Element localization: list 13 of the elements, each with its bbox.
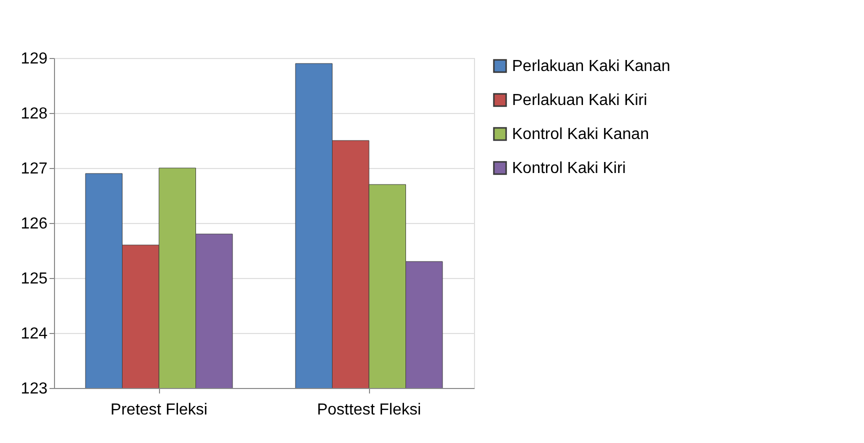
legend-label: Kontrol Kaki Kiri bbox=[512, 160, 626, 177]
y-tick-label: 125 bbox=[20, 270, 48, 288]
y-tick-label: 129 bbox=[20, 50, 48, 68]
y-tick-label: 126 bbox=[20, 216, 48, 232]
legend-label: Kontrol Kaki Kanan bbox=[512, 126, 649, 143]
legend-label: Perlakuan Kaki Kiri bbox=[512, 92, 648, 109]
y-tick-label: 123 bbox=[20, 380, 48, 398]
x-tick-label: Posttest Fleksi bbox=[316, 402, 422, 418]
x-tick-label: Pretest Fleksi bbox=[110, 402, 208, 418]
legend-label: Perlakuan Kaki Kanan bbox=[512, 58, 670, 75]
y-tick-label: 124 bbox=[20, 326, 48, 342]
y-tick-label: 128 bbox=[20, 106, 48, 122]
y-tick-label: 127 bbox=[20, 160, 48, 178]
